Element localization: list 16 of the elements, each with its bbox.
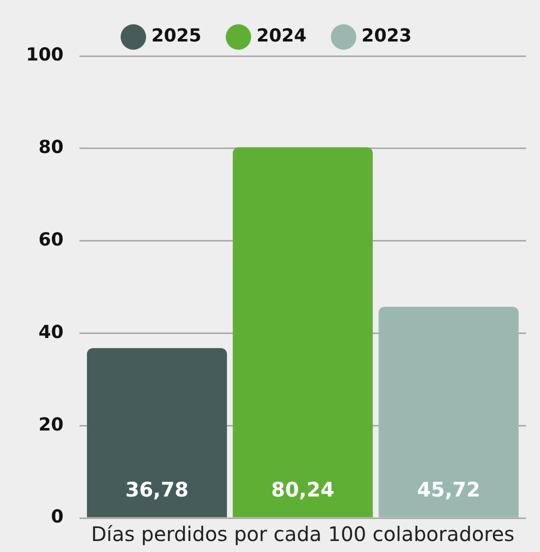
x-axis-title: Días perdidos por cada 100 colaboradores (91, 522, 514, 546)
y-tick-label: 20 (38, 414, 64, 436)
y-tick-label: 80 (38, 137, 64, 158)
legend-label: 2023 (362, 26, 412, 47)
y-tick-label: 0 (51, 506, 64, 528)
y-tick-label: 100 (26, 44, 64, 66)
bar (232, 147, 373, 518)
legend-label: 2024 (256, 26, 307, 47)
legend-label: 2025 (151, 26, 202, 47)
bar (86, 348, 227, 518)
y-tick-label: 40 (38, 322, 64, 343)
data-label: 80,24 (271, 477, 334, 502)
y-tick-label: 60 (38, 229, 64, 250)
data-label: 45,72 (416, 477, 480, 502)
bar (378, 306, 519, 518)
data-label: 36,78 (125, 477, 189, 502)
